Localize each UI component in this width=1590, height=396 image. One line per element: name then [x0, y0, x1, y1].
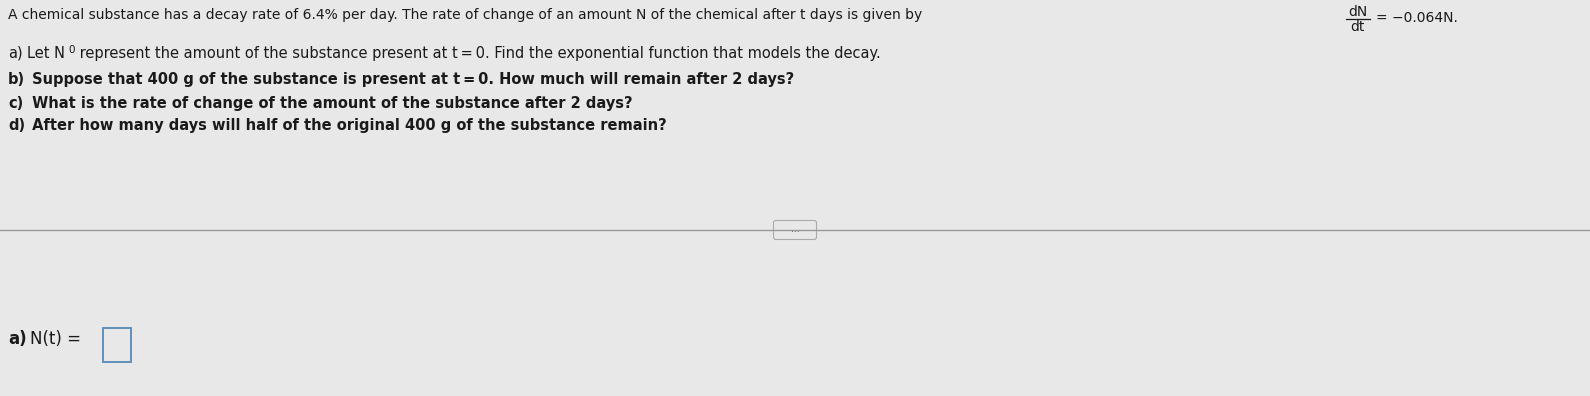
- Text: 0: 0: [68, 45, 75, 55]
- Text: represent the amount of the substance present at t = 0. Find the exponential fun: represent the amount of the substance pr…: [75, 46, 881, 61]
- Text: = −0.064N.: = −0.064N.: [1375, 11, 1458, 25]
- Text: dN: dN: [1348, 5, 1367, 19]
- Text: a): a): [8, 330, 27, 348]
- Text: After how many days will half of the original 400 g of the substance remain?: After how many days will half of the ori…: [27, 118, 666, 133]
- Bar: [103, 328, 130, 362]
- Text: a): a): [8, 46, 22, 61]
- Text: b): b): [8, 72, 25, 87]
- Text: N(t) =: N(t) =: [30, 330, 81, 348]
- Text: What is the rate of change of the amount of the substance after 2 days?: What is the rate of change of the amount…: [27, 96, 633, 111]
- Text: Let N: Let N: [27, 46, 65, 61]
- FancyBboxPatch shape: [773, 221, 817, 240]
- Text: ...: ...: [790, 225, 800, 234]
- Text: dt: dt: [1350, 20, 1364, 34]
- Text: A chemical substance has a decay rate of 6.4% per day. The rate of change of an : A chemical substance has a decay rate of…: [8, 8, 922, 22]
- Text: Suppose that 400 g of the substance is present at t = 0. How much will remain af: Suppose that 400 g of the substance is p…: [27, 72, 795, 87]
- Text: c): c): [8, 96, 24, 111]
- Text: d): d): [8, 118, 25, 133]
